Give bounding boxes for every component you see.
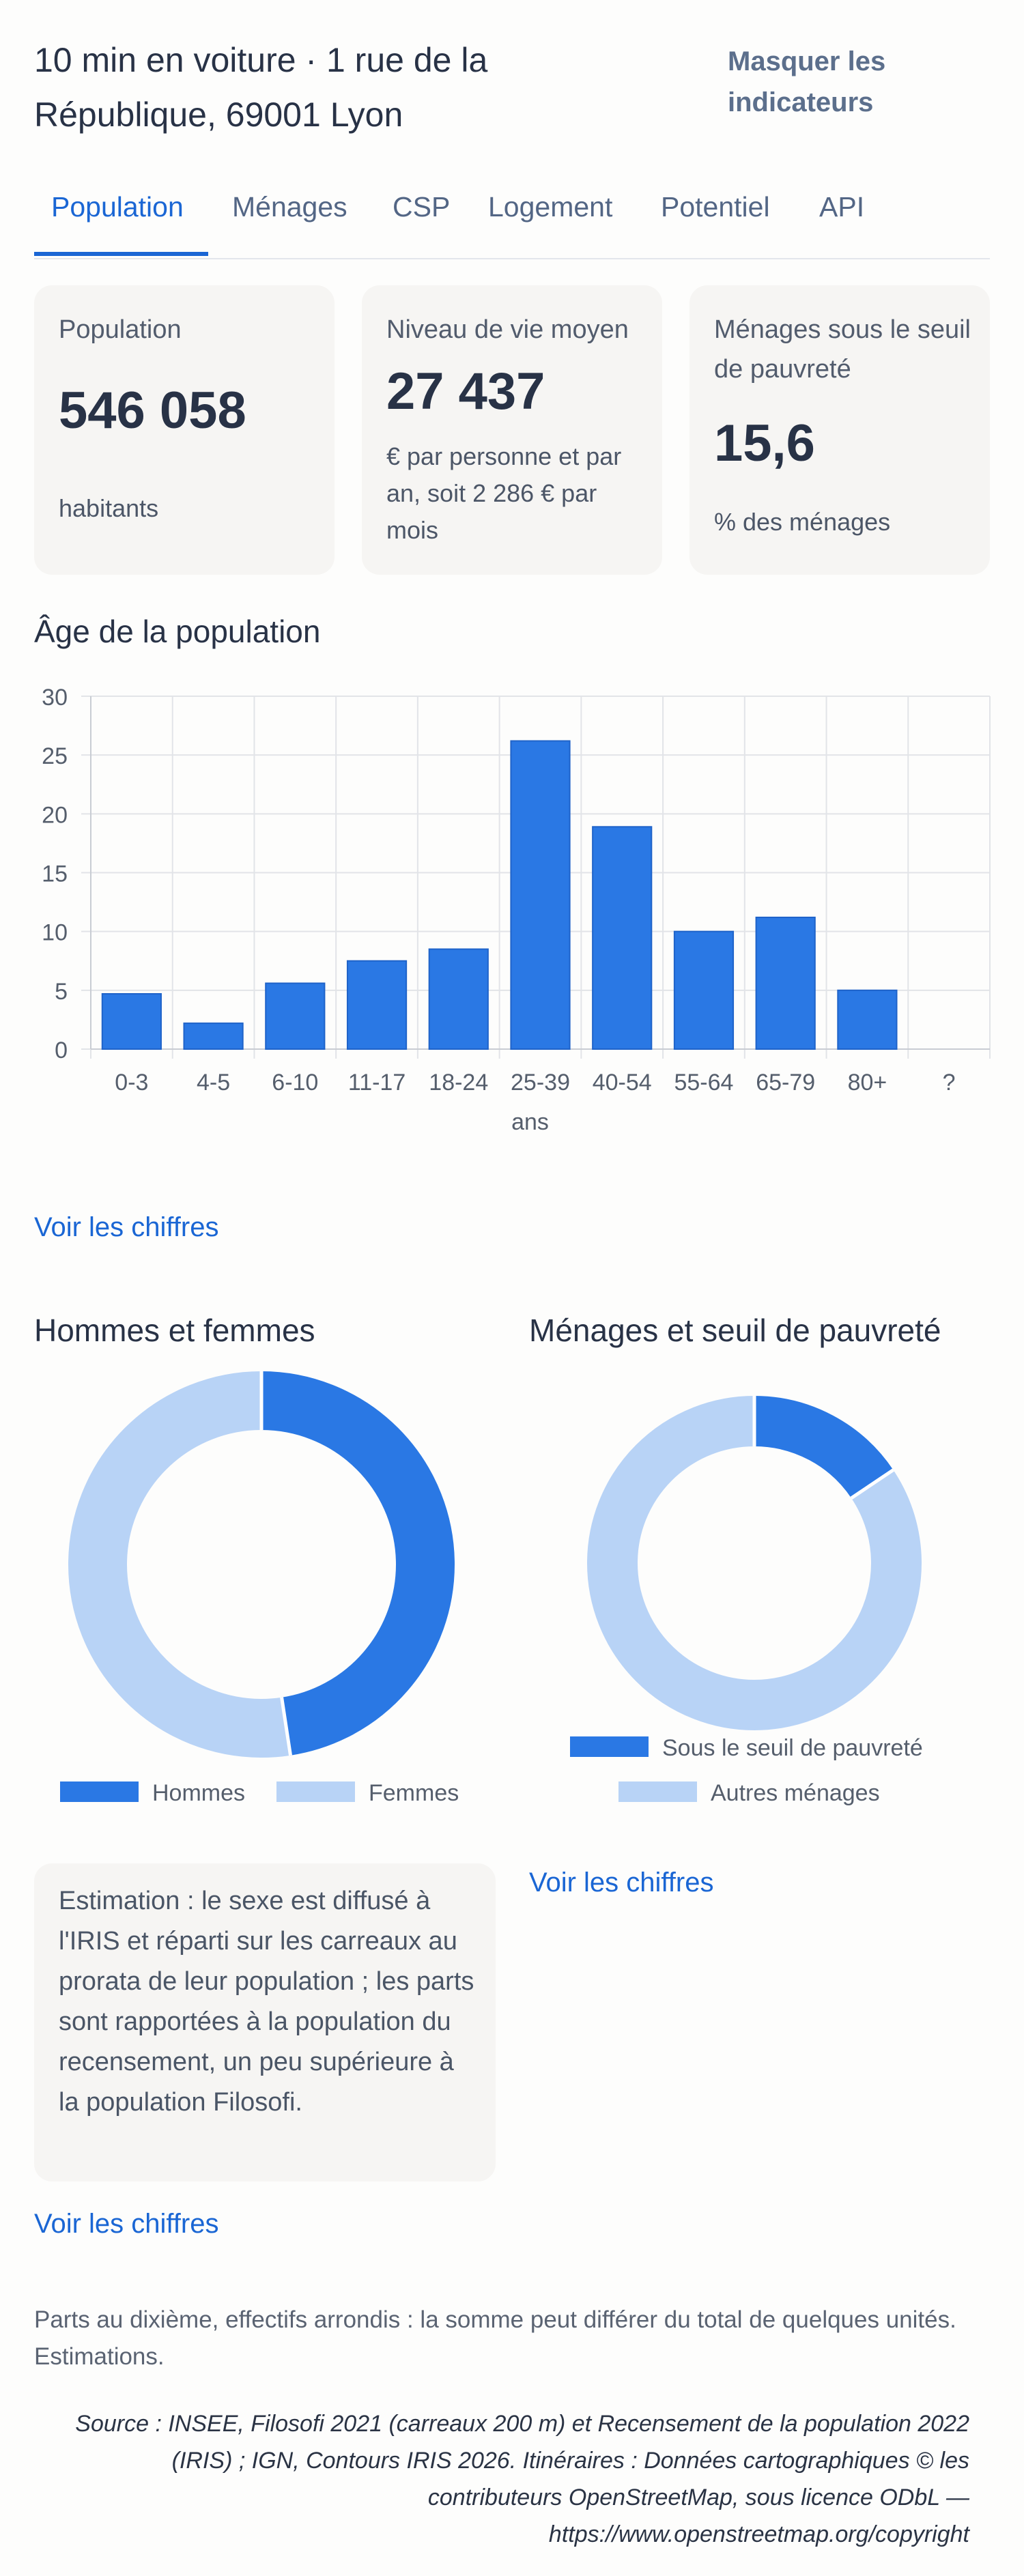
income-card: Niveau de vie moyen 27 437 € par personn… (362, 285, 662, 575)
legend-label: Hommes (152, 1780, 245, 1806)
age-bar (755, 916, 816, 1050)
population-card: Population 546 058 habitants (34, 285, 335, 575)
age-bar (101, 993, 162, 1050)
age-bar (673, 930, 735, 1050)
legend-swatch (60, 1781, 139, 1802)
tab-api[interactable]: API (819, 191, 865, 223)
page-title: 10 min en voiture · 1 rue de la Républiq… (34, 41, 488, 134)
x-tick-label: 55-64 (674, 1070, 733, 1096)
legend-label: Sous le seuil de pauvreté (662, 1735, 923, 1761)
x-tick-label: 6-10 (272, 1070, 318, 1096)
legend-label: Autres ménages (711, 1780, 880, 1806)
poverty-card: Ménages sous le seuil de pauvreté 15,6 %… (689, 285, 990, 575)
age-bar (510, 740, 571, 1050)
age-chart-title: Âge de la population (34, 614, 321, 649)
tab-menages[interactable]: Ménages (232, 191, 347, 223)
legend-swatch (618, 1781, 697, 1802)
x-tick-label: 40-54 (593, 1070, 652, 1096)
legend-label: Femmes (369, 1780, 459, 1806)
header: 10 min en voiture · 1 rue de la Républiq… (34, 27, 990, 143)
y-tick-label: 15 (42, 861, 68, 887)
age-bar (346, 960, 408, 1050)
tab-potentiel[interactable]: Potentiel (661, 191, 770, 223)
active-tab-indicator (34, 252, 208, 256)
x-axis-label: ans (511, 1109, 549, 1135)
y-tick-label: 0 (55, 1037, 68, 1063)
age-bar (837, 989, 898, 1050)
estimation-note: Estimation : le sexe est diffusé à l'IRI… (34, 1863, 496, 2181)
poverty-chart-title: Ménages et seuil de pauvreté (529, 1313, 941, 1348)
tab-population[interactable]: Population (51, 191, 184, 223)
age-bar-chart: 0 5 10 15 20 25 30 0-3 4-5 6-10 11-17 18-24 25-39 40-… (42, 685, 991, 1135)
rounding-note: Parts au dixième, effectifs arrondis : l… (34, 2306, 956, 2370)
gender-chart-title: Hommes et femmes (34, 1313, 315, 1348)
gender-donut-chart: Hommes Femmes (60, 1371, 459, 1806)
x-tick-label: 4-5 (197, 1070, 230, 1096)
age-see-figures-link[interactable]: Voir les chiffres (34, 1212, 219, 1242)
x-tick-label: 11-17 (348, 1070, 406, 1096)
tab-csp[interactable]: CSP (393, 191, 451, 223)
y-tick-label: 5 (55, 979, 68, 1005)
source-credits: Source : INSEE, Filosofi 2021 (carreaux … (75, 2411, 969, 2547)
card-value: 15,6 (714, 414, 815, 472)
card-label: Ménages sous le seuil de pauvreté (714, 315, 971, 384)
y-tick-label: 10 (42, 920, 68, 946)
x-tick-label: ? (943, 1070, 956, 1096)
legend-swatch (276, 1781, 355, 1802)
age-bar (428, 948, 489, 1050)
card-label: Niveau de vie moyen (386, 315, 629, 344)
y-tick-label: 25 (42, 743, 68, 769)
slice-separator (280, 1697, 292, 1756)
tab-bar: Population Ménages CSP Logement Potentie… (34, 171, 990, 259)
slice-separator (850, 1468, 894, 1500)
legend-swatch (570, 1736, 649, 1757)
age-bar (265, 982, 326, 1050)
gender-see-figures-link[interactable]: Voir les chiffres (34, 2209, 219, 2239)
card-unit: % des ménages (714, 508, 891, 536)
age-bar (183, 1022, 244, 1050)
x-tick-label: 25-39 (511, 1070, 570, 1096)
card-value: 546 058 (59, 382, 246, 440)
tab-logement[interactable]: Logement (488, 191, 613, 223)
card-value: 27 437 (386, 362, 545, 420)
x-tick-label: 18-24 (429, 1070, 488, 1096)
y-tick-label: 20 (42, 802, 68, 828)
x-tick-label: 65-79 (756, 1070, 815, 1096)
poverty-see-figures-link[interactable]: Voir les chiffres (529, 1867, 714, 1898)
note-text: Estimation : le sexe est diffusé à l'IRI… (59, 1887, 474, 2117)
card-label: Population (59, 315, 182, 344)
y-tick-label: 30 (42, 685, 68, 711)
poverty-donut-chart: Sous le seuil de pauvreté Autres ménages (570, 1396, 923, 1806)
x-tick-label: 80+ (848, 1070, 887, 1096)
card-unit: habitants (59, 494, 159, 522)
x-tick-label: 0-3 (115, 1070, 148, 1096)
card-unit: € par personne et par an, soit 2 286 € p… (386, 442, 622, 544)
hide-indicators-button[interactable]: Masquer les indicateurs (728, 46, 886, 117)
age-bar (592, 826, 653, 1050)
